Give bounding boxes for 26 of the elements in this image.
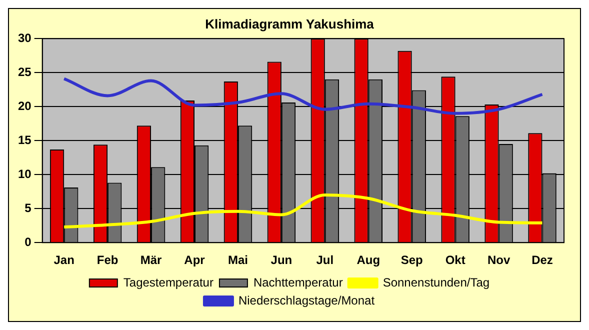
line-series (62, 194, 544, 228)
legend-label: Sonnenstunden/Tag (382, 275, 490, 290)
legend-label: Nachttemperatur (253, 275, 343, 290)
y-tick-label: 0 (24, 234, 32, 249)
legend-label: Tagestemperatur (123, 275, 214, 290)
y-tick-label: 10 (18, 166, 32, 181)
y-tick-label: 30 (18, 30, 32, 45)
x-tick-label: Feb (96, 253, 118, 268)
y-tick-label: 15 (18, 132, 32, 147)
x-tick-label: Mai (228, 253, 248, 268)
x-tick-label: Jun (270, 253, 292, 268)
chart-title: Klimadiagramm Yakushima (205, 16, 375, 32)
x-tick-label: Nov (487, 253, 510, 268)
y-tick-label: 25 (18, 64, 32, 79)
x-tick-label: Aug (356, 253, 380, 268)
x-tick-label: Jan (54, 253, 74, 268)
line-series (62, 77, 544, 115)
x-tick-label: Jul (316, 253, 334, 268)
legend-label: Niederschlagstage/Monat (238, 293, 376, 308)
x-tick-label: Sep (400, 253, 423, 268)
x-tick-label: Dez (532, 253, 553, 268)
x-tick-label: Okt (445, 253, 466, 268)
x-tick-label: Mär (140, 253, 162, 268)
x-tick-label: Apr (184, 253, 206, 268)
y-tick-label: 20 (18, 98, 32, 113)
y-tick-label: 5 (24, 200, 32, 215)
